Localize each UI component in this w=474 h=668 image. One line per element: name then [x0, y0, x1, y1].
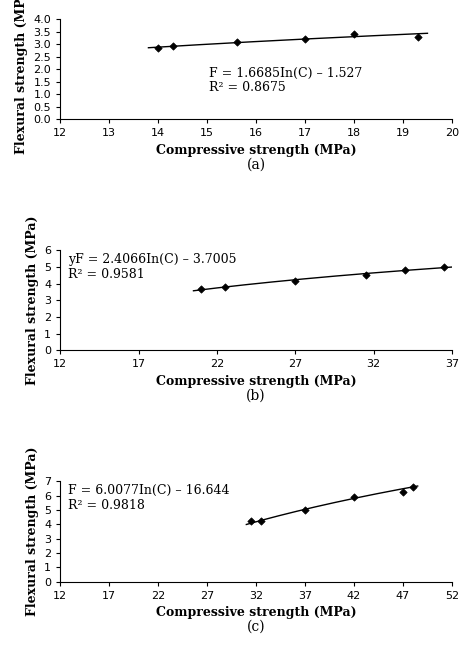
Point	[401, 265, 409, 276]
X-axis label: Compressive strength (MPa): Compressive strength (MPa)	[156, 375, 356, 388]
Point	[233, 36, 240, 47]
Text: (c): (c)	[247, 619, 265, 633]
Point	[409, 482, 417, 492]
Point	[414, 31, 421, 42]
X-axis label: Compressive strength (MPa): Compressive strength (MPa)	[156, 144, 356, 157]
Point	[155, 43, 162, 53]
Point	[169, 41, 177, 51]
Point	[362, 269, 370, 280]
Text: R² = 0.9818: R² = 0.9818	[68, 500, 145, 512]
Point	[221, 281, 228, 292]
Y-axis label: Flexural strength (MPa): Flexural strength (MPa)	[15, 0, 28, 154]
Point	[440, 262, 448, 273]
Point	[247, 516, 255, 526]
Y-axis label: Flexural strength (MPa): Flexural strength (MPa)	[26, 447, 38, 616]
Point	[257, 516, 265, 526]
Y-axis label: Flexural strength (MPa): Flexural strength (MPa)	[26, 216, 38, 385]
X-axis label: Compressive strength (MPa): Compressive strength (MPa)	[156, 606, 356, 619]
Point	[399, 486, 407, 497]
Point	[301, 33, 309, 44]
Text: F = 1.6685In(C) – 1.527: F = 1.6685In(C) – 1.527	[209, 67, 363, 80]
Point	[198, 284, 205, 295]
Point	[350, 28, 358, 39]
Text: R² = 0.8675: R² = 0.8675	[209, 81, 286, 94]
Text: (b): (b)	[246, 388, 266, 402]
Text: (a): (a)	[246, 157, 266, 171]
Point	[301, 504, 309, 515]
Point	[292, 276, 299, 287]
Text: R² = 0.9581: R² = 0.9581	[68, 269, 145, 281]
Text: F = 6.0077In(C) – 16.644: F = 6.0077In(C) – 16.644	[68, 484, 230, 498]
Text: yF = 2.4066In(C) – 3.7005: yF = 2.4066In(C) – 3.7005	[68, 253, 237, 266]
Point	[350, 492, 358, 502]
